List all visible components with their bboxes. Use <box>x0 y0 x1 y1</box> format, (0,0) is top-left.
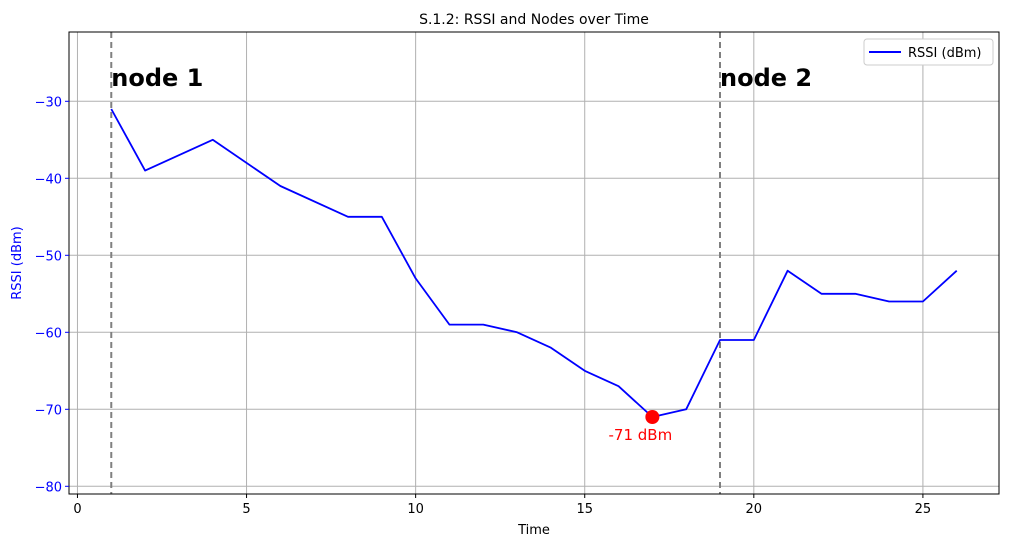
x-axis-label: Time <box>517 523 550 538</box>
x-tick-label: 10 <box>407 502 424 517</box>
node-markers: node 1 node 2 <box>110 32 812 494</box>
legend-label: RSSI (dBm) <box>908 46 981 61</box>
plot-frame <box>68 31 1000 495</box>
axis-ticks: 0 5 10 15 20 25 −30 −40 −50 −60 −70 −80 <box>35 95 932 517</box>
series <box>110 108 958 418</box>
grid <box>69 32 999 494</box>
y-tick-label: −80 <box>35 480 62 495</box>
legend-box <box>863 38 994 66</box>
y-tick-label: −60 <box>35 326 62 341</box>
x-tick-label: 15 <box>576 502 593 517</box>
legend: RSSI (dBm) <box>863 38 994 66</box>
y-axis-label: RSSI (dBm) <box>10 226 25 299</box>
min-point: -71 dBm <box>609 410 673 444</box>
y-tick-label: −70 <box>35 403 62 418</box>
series-line <box>110 108 958 418</box>
min-point-label: -71 dBm <box>609 426 673 444</box>
node-label: node 1 <box>111 64 203 92</box>
min-point-dot <box>645 410 660 424</box>
node-label: node 2 <box>720 64 812 92</box>
chart-title: S.1.2: RSSI and Nodes over Time <box>419 12 649 28</box>
y-tick-label: −30 <box>35 95 62 110</box>
x-tick-label: 25 <box>915 502 932 517</box>
x-tick-label: 5 <box>242 502 250 517</box>
y-tick-label: −40 <box>35 172 62 187</box>
x-tick-label: 0 <box>73 502 81 517</box>
x-tick-label: 20 <box>746 502 763 517</box>
y-tick-label: −50 <box>35 249 62 264</box>
